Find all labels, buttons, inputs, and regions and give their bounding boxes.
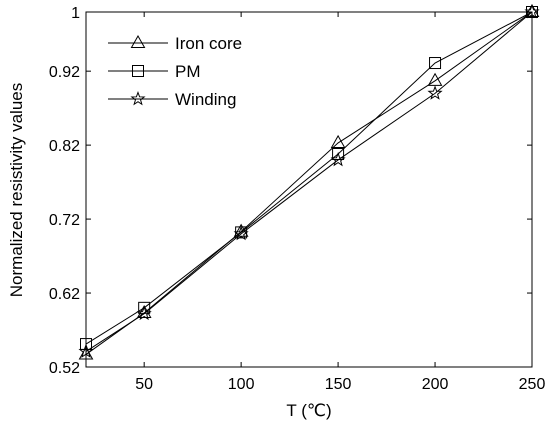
- legend-label: PM: [175, 62, 201, 81]
- data-point: [78, 343, 94, 358]
- data-point: [330, 151, 346, 167]
- legend-label: Winding: [175, 90, 236, 109]
- series-line: [85, 11, 533, 352]
- y-tick-label: 0.92: [49, 64, 80, 81]
- data-point: [80, 338, 92, 351]
- legend-marker: [130, 34, 146, 49]
- y-tick-label: 0.52: [49, 360, 80, 377]
- x-tick-label: 50: [135, 376, 153, 393]
- data-point: [524, 3, 540, 18]
- y-tick-label: 1: [71, 5, 80, 22]
- series-group: [78, 3, 540, 360]
- data-point: [429, 57, 442, 70]
- axis-ticks: 50 100 150 200 250 0.52 0.62 0.72 0.82 0.92 1: [49, 5, 546, 393]
- y-tick-label: 0.72: [49, 212, 80, 229]
- data-point: [427, 72, 443, 86]
- x-tick-label: 100: [228, 376, 255, 393]
- data-point: [524, 4, 540, 19]
- x-axis-label: T (℃): [286, 401, 331, 420]
- y-tick-label: 0.82: [49, 138, 80, 155]
- x-tick-label: 150: [325, 376, 352, 393]
- data-point: [427, 85, 443, 100]
- data-point: [233, 225, 249, 241]
- series-2: [80, 6, 538, 351]
- series-line: [85, 11, 533, 345]
- x-tick-label: 250: [519, 376, 546, 393]
- data-point: [136, 305, 152, 321]
- legend: Iron core PM Winding: [98, 25, 258, 117]
- data-point: [330, 134, 346, 148]
- legend-label: Iron core: [175, 34, 242, 53]
- y-tick-label: 0.62: [49, 286, 80, 303]
- series-3: [78, 4, 540, 358]
- x-tick-label: 200: [422, 376, 449, 393]
- legend-marker: [130, 91, 146, 106]
- y-axis-label: Normalized resistivity values: [7, 83, 26, 297]
- legend-marker: [132, 65, 144, 77]
